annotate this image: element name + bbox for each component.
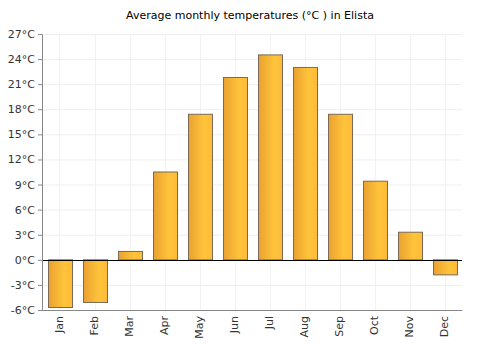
tick-mark xyxy=(38,134,42,135)
tick-label: -3°C xyxy=(11,279,35,292)
tick-label: 24°C xyxy=(8,53,35,66)
chart: -6°C -3°C 0°C 3°C 6°C 9°C 12°C 15°C 18°C 21°C 24°C… xyxy=(0,0,500,350)
grid-line xyxy=(42,159,462,160)
bar xyxy=(399,232,423,260)
tick-label: 9°C xyxy=(15,179,35,192)
tick-mark xyxy=(38,59,42,60)
tick-mark xyxy=(38,34,42,35)
tick-mark xyxy=(38,235,42,236)
tick-mark xyxy=(38,185,42,186)
tick: Feb xyxy=(88,310,101,335)
tick: Dec xyxy=(438,310,451,337)
tick: Oct xyxy=(368,310,381,335)
tick-mark xyxy=(38,109,42,110)
bar xyxy=(154,172,178,260)
tick: 27°C xyxy=(8,28,42,41)
tick-label: Nov xyxy=(403,316,416,338)
x-axis: Jan Feb Mar Apr May Jun Jul Aug Sep Oct Nov Dec xyxy=(43,310,463,339)
tick-mark xyxy=(38,159,42,160)
bar xyxy=(364,181,388,260)
tick: Aug xyxy=(298,310,311,337)
bars xyxy=(49,55,458,308)
tick-label: Aug xyxy=(298,316,311,337)
grid-line xyxy=(42,34,462,35)
grid-line xyxy=(410,34,411,310)
tick-label: Dec xyxy=(438,316,451,337)
tick-label: Jul xyxy=(263,316,276,330)
tick: Apr xyxy=(158,310,171,335)
grid-line xyxy=(42,210,462,211)
tick-label: 21°C xyxy=(8,78,35,91)
tick-label: 12°C xyxy=(8,153,35,166)
bar xyxy=(294,67,318,259)
tick: 3°C xyxy=(15,229,42,242)
grid-line xyxy=(130,34,131,310)
title: Average monthly temperatures (°C ) in El… xyxy=(126,9,374,22)
tick-label: 27°C xyxy=(8,28,35,41)
tick-label: Oct xyxy=(368,315,381,335)
tick-mark xyxy=(38,285,42,286)
bar xyxy=(119,251,143,259)
tick: -3°C xyxy=(11,279,42,292)
tick-label: May xyxy=(193,316,206,339)
tick: Jun xyxy=(228,310,241,334)
tick-mark xyxy=(38,210,42,211)
tick-label: Apr xyxy=(158,316,171,336)
tick-label: 3°C xyxy=(15,229,35,242)
bar xyxy=(329,114,353,260)
tick-mark xyxy=(38,310,42,311)
tick: Mar xyxy=(123,310,136,337)
tick: 15°C xyxy=(8,128,42,141)
axis-line xyxy=(43,310,463,311)
tick: Sep xyxy=(333,310,346,337)
tick: -6°C xyxy=(11,304,42,317)
grid-line xyxy=(375,34,376,310)
axis-line xyxy=(38,35,43,311)
tick-mark xyxy=(38,84,42,85)
tick-label: 0°C xyxy=(15,254,35,267)
grid-line xyxy=(42,185,462,186)
tick-label: Jun xyxy=(228,316,241,334)
tick-label: 18°C xyxy=(8,103,35,116)
grid-line xyxy=(42,310,462,311)
grid xyxy=(42,34,462,311)
tick: 9°C xyxy=(15,179,42,192)
bar xyxy=(434,260,458,275)
tick: 24°C xyxy=(8,53,42,66)
tick: 6°C xyxy=(15,204,42,217)
grid-line xyxy=(42,109,462,110)
tick-label: -6°C xyxy=(11,304,35,317)
zero-line xyxy=(42,260,462,261)
tick: 21°C xyxy=(8,78,42,91)
tick-label: Jan xyxy=(53,316,66,334)
tick-label: Sep xyxy=(333,316,346,337)
tick-label: 15°C xyxy=(8,128,35,141)
tick: May xyxy=(193,310,206,339)
grid-line xyxy=(42,84,462,85)
tick: 0°C xyxy=(15,254,42,267)
bar xyxy=(49,260,73,308)
bar xyxy=(259,55,283,260)
tick: Jul xyxy=(263,310,276,330)
tick: Nov xyxy=(403,310,416,337)
grid-line xyxy=(42,134,462,135)
tick-label: Mar xyxy=(123,316,136,337)
bar xyxy=(84,260,108,303)
y-axis: -6°C -3°C 0°C 3°C 6°C 9°C 12°C 15°C 18°C 21°C 24°C… xyxy=(8,28,43,317)
tick-label: 6°C xyxy=(15,204,35,217)
bar xyxy=(189,114,213,260)
tick: 18°C xyxy=(8,103,42,116)
bar xyxy=(224,77,248,259)
grid-line xyxy=(42,59,462,60)
tick-mark xyxy=(38,260,42,261)
tick: 12°C xyxy=(8,153,42,166)
tick-label: Feb xyxy=(88,316,101,335)
tick: Jan xyxy=(53,310,66,334)
